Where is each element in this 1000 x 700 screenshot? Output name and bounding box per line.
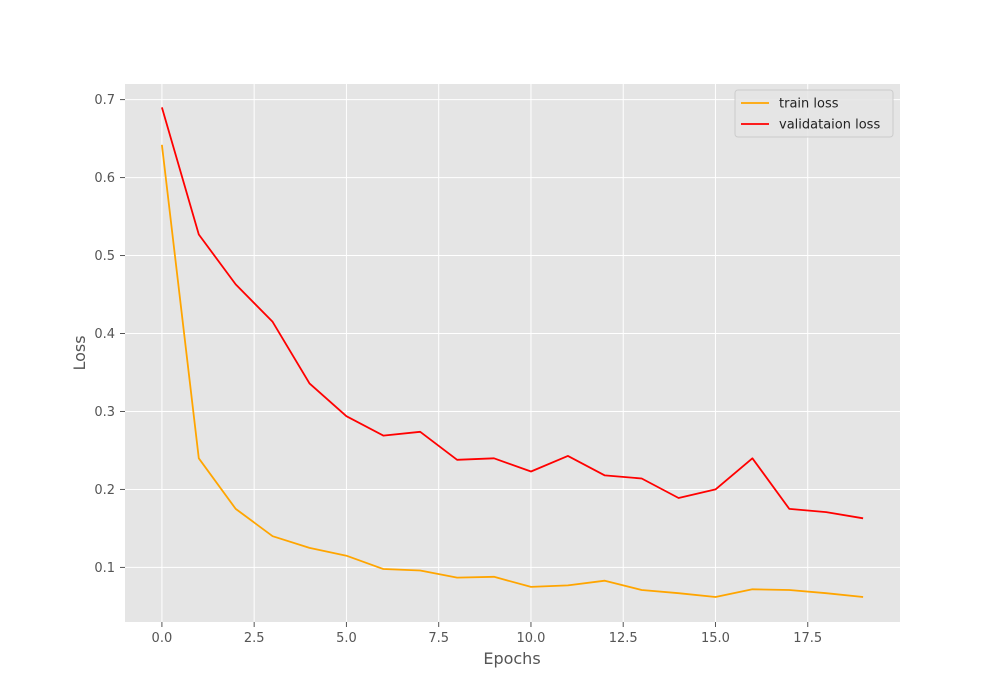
y-tick-label: 0.3	[94, 405, 115, 420]
series-line-validation-loss	[161, 107, 864, 520]
y-tick-label: 0.1	[94, 561, 115, 576]
x-axis-ticks: 0.0 2.5 5.0 7.5 10.0 12.5 15.0 17.5	[152, 622, 822, 646]
x-tick-label: 12.5	[609, 631, 638, 646]
y-axis-label: Loss	[70, 335, 89, 370]
y-tick-label: 0.2	[94, 483, 115, 498]
x-tick-label: 0.0	[152, 631, 173, 646]
legend-label: train loss	[779, 97, 839, 112]
legend-label: validataion loss	[779, 118, 880, 133]
y-tick-label: 0.4	[94, 327, 115, 342]
legend-box	[734, 89, 894, 138]
x-tick-label: 7.5	[428, 631, 449, 646]
x-axis-label: Epochs	[483, 649, 540, 668]
series-lines	[161, 107, 864, 598]
legend: train loss validataion loss	[734, 89, 894, 138]
plot-area	[125, 84, 900, 622]
grid-lines	[125, 84, 900, 622]
x-tick-label: 5.0	[336, 631, 357, 646]
x-tick-label: 10.0	[516, 631, 545, 646]
x-tick-label: 17.5	[793, 631, 822, 646]
y-tick-label: 0.6	[94, 171, 115, 186]
series-line-train-loss	[161, 144, 864, 598]
y-axis-ticks: 0.1 0.2 0.3 0.4 0.5 0.6 0.7	[94, 93, 125, 576]
x-tick-label: 15.0	[701, 631, 730, 646]
y-tick-label: 0.7	[94, 93, 115, 108]
y-tick-label: 0.5	[94, 249, 115, 264]
x-tick-label: 2.5	[244, 631, 265, 646]
